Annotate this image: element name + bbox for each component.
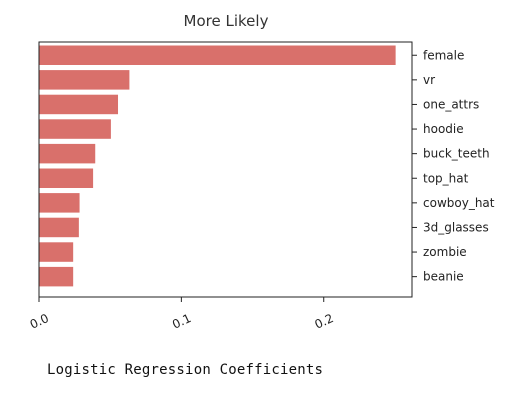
y-tick-label-vr: vr [423, 73, 435, 87]
bar-one-attrs [39, 94, 119, 115]
chart-title: More Likely [184, 12, 269, 30]
bar-zombie [39, 242, 74, 262]
bar-top-hat [39, 168, 94, 188]
x-tick-label: 0.1 [170, 311, 193, 332]
bar-hoodie [39, 119, 111, 139]
y-tick-label-buck-teeth: buck_teeth [423, 147, 490, 161]
bar-cowboy-hat [39, 193, 80, 213]
y-tick-label-cowboy-hat: cowboy_hat [423, 196, 495, 210]
bar-female [39, 45, 396, 65]
plot-frame [38, 41, 413, 298]
bar-beanie [39, 266, 74, 287]
x-ticks-group: 0.0 0.1 0.2 [28, 297, 336, 332]
bar-buck-teeth [39, 143, 96, 164]
bar-3d-glasses [39, 217, 79, 238]
y-tick-label-female: female [423, 48, 464, 62]
y-tick-label-beanie: beanie [423, 270, 464, 284]
x-tick-label: 0.0 [28, 311, 51, 332]
y-tick-label-hoodie: hoodie [423, 122, 464, 136]
y-tick-label-3d-glasses: 3d_glasses [423, 220, 489, 234]
figure-caption: Logistic Regression Coefficients [47, 362, 324, 378]
y-tick-label-one-attrs: one_attrs [423, 97, 479, 111]
bars-group [39, 45, 396, 287]
bar-vr [39, 70, 130, 90]
x-tick-label: 0.2 [312, 311, 335, 332]
y-tick-label-top-hat: top_hat [423, 171, 469, 185]
y-tick-label-zombie: zombie [423, 245, 467, 259]
